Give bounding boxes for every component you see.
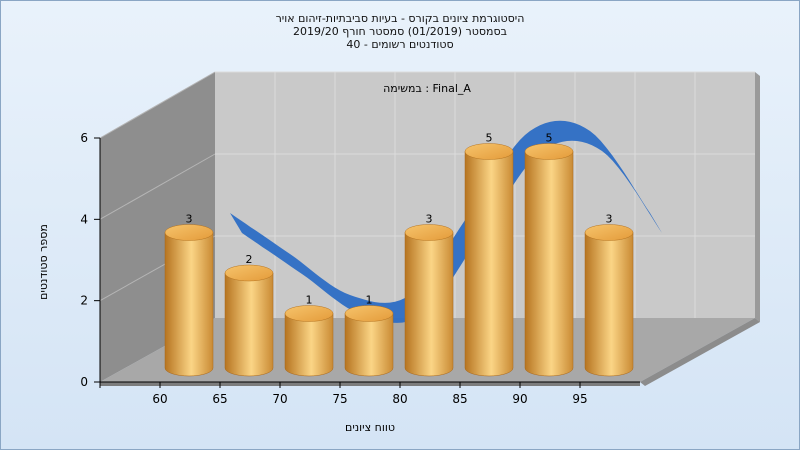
bar-3	[344, 313, 394, 377]
x-tick-label-1: 65	[212, 392, 227, 406]
y-tick-label-3: 6	[80, 131, 88, 145]
bar-value-label-2: 1	[306, 294, 313, 307]
x-tick-label-5: 85	[452, 392, 467, 406]
bar-0	[164, 232, 214, 377]
bar-cap-5	[464, 143, 514, 160]
x-tick-label-0: 60	[152, 392, 167, 406]
bars-group: 3 2 1 1 3 5 5 3	[164, 132, 634, 377]
bar-2	[284, 313, 334, 377]
bar-4	[404, 232, 454, 377]
bar-1	[224, 272, 274, 377]
grid-line-side-3	[99, 71, 216, 139]
right-edge	[755, 72, 760, 322]
bar-cap-6	[524, 143, 574, 160]
bar-value-label-6: 5	[546, 132, 553, 145]
x-tick-label-6: 90	[512, 392, 527, 406]
grid-line-side-2	[99, 153, 216, 220]
bar-value-label-3: 1	[366, 294, 373, 307]
x-tick-label-2: 70	[272, 392, 287, 406]
x-axis-title: טווח ציונים	[345, 421, 395, 434]
bar-cap-3	[344, 305, 394, 322]
bar-cap-0	[164, 224, 214, 241]
y-tick-label-0: 0	[80, 375, 88, 389]
y-tick-label-2: 4	[80, 212, 88, 226]
grid-lines	[99, 71, 755, 318]
bar-7	[584, 232, 634, 377]
floor-edge	[100, 382, 640, 386]
x-tick-label-7: 95	[572, 392, 587, 406]
chart-title-line-3: סטודנטים רשומים - 40	[346, 38, 454, 51]
bar-cap-4	[404, 224, 454, 241]
bar-value-label-1: 2	[246, 253, 253, 266]
y-axis-title: מספר סטודנטים	[37, 224, 50, 300]
x-tick-label-4: 80	[392, 392, 407, 406]
bar-cap-7	[584, 224, 634, 241]
bar-cap-1	[224, 264, 274, 282]
bar-value-label-4: 3	[426, 213, 433, 226]
floor-right-edge	[640, 318, 760, 386]
bar-6	[524, 151, 574, 377]
bar-value-label-0: 3	[186, 213, 193, 226]
bar-value-label-5: 5	[486, 132, 493, 145]
x-tick-label-3: 75	[332, 392, 347, 406]
bar-cap-2	[284, 305, 334, 322]
x-ticks: 60 65 70 75 80 85 90 95	[99, 382, 588, 406]
bar-value-label-7: 3	[606, 213, 613, 226]
chart-title-line-2: בסמסטר (01/2019) סמסטר חורף 2019/20	[293, 25, 507, 38]
chart-subtitle: במשימה : Final_A	[383, 82, 471, 95]
y-tick-label-1: 2	[80, 294, 88, 308]
bar-5	[464, 151, 514, 377]
chart-title-line-1: היסטוגרמת ציונים בקורס - בעיות סביבתיות-…	[275, 12, 525, 25]
y-ticks: 0 2 4 6	[80, 131, 100, 389]
